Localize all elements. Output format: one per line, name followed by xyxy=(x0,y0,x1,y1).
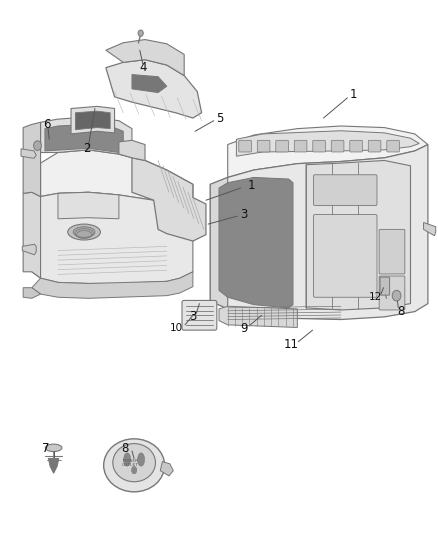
Polygon shape xyxy=(132,158,206,241)
Text: 9: 9 xyxy=(240,321,248,335)
FancyBboxPatch shape xyxy=(182,301,217,330)
Polygon shape xyxy=(306,160,410,310)
Circle shape xyxy=(392,290,401,301)
Text: 3: 3 xyxy=(189,310,197,324)
Text: 4: 4 xyxy=(139,61,147,74)
Polygon shape xyxy=(424,222,436,236)
Polygon shape xyxy=(45,124,123,152)
Ellipse shape xyxy=(104,439,165,492)
Polygon shape xyxy=(132,75,167,93)
FancyBboxPatch shape xyxy=(314,215,377,297)
Polygon shape xyxy=(75,111,110,130)
Polygon shape xyxy=(22,244,36,255)
Polygon shape xyxy=(119,140,145,160)
Ellipse shape xyxy=(46,444,62,451)
Text: 8: 8 xyxy=(397,304,405,318)
Text: 2: 2 xyxy=(83,142,90,155)
Polygon shape xyxy=(23,122,41,197)
Polygon shape xyxy=(219,306,297,327)
FancyBboxPatch shape xyxy=(380,277,390,295)
Polygon shape xyxy=(23,288,41,298)
FancyBboxPatch shape xyxy=(387,140,399,152)
Text: 5: 5 xyxy=(216,111,223,125)
Polygon shape xyxy=(41,117,132,158)
Polygon shape xyxy=(41,150,193,204)
FancyBboxPatch shape xyxy=(368,140,381,152)
Text: 3: 3 xyxy=(240,208,248,221)
FancyBboxPatch shape xyxy=(350,140,362,152)
Text: 8: 8 xyxy=(122,442,129,455)
FancyBboxPatch shape xyxy=(294,140,307,152)
Polygon shape xyxy=(219,177,293,308)
Ellipse shape xyxy=(138,453,145,466)
FancyBboxPatch shape xyxy=(313,140,325,152)
Polygon shape xyxy=(32,272,193,298)
FancyBboxPatch shape xyxy=(239,140,251,152)
Polygon shape xyxy=(210,177,228,309)
Polygon shape xyxy=(106,60,201,118)
Ellipse shape xyxy=(73,227,95,237)
FancyBboxPatch shape xyxy=(331,140,344,152)
Text: 6: 6 xyxy=(43,118,51,131)
Polygon shape xyxy=(223,183,284,302)
Ellipse shape xyxy=(124,453,131,466)
Polygon shape xyxy=(32,192,193,284)
Text: 7: 7 xyxy=(42,442,49,455)
Polygon shape xyxy=(160,462,173,476)
FancyBboxPatch shape xyxy=(257,140,270,152)
Ellipse shape xyxy=(131,466,137,474)
Polygon shape xyxy=(237,131,419,156)
Text: 10: 10 xyxy=(170,323,184,333)
Ellipse shape xyxy=(113,443,155,482)
Text: 1: 1 xyxy=(248,180,255,192)
FancyBboxPatch shape xyxy=(314,175,377,206)
Text: 11: 11 xyxy=(283,338,298,351)
Circle shape xyxy=(138,30,143,36)
FancyBboxPatch shape xyxy=(276,140,288,152)
Polygon shape xyxy=(210,144,428,319)
Ellipse shape xyxy=(68,224,100,240)
Polygon shape xyxy=(228,126,428,177)
Text: 1: 1 xyxy=(350,87,358,101)
FancyBboxPatch shape xyxy=(379,276,405,310)
Polygon shape xyxy=(21,149,36,158)
Text: POWER
OUTLET: POWER OUTLET xyxy=(122,458,139,467)
Polygon shape xyxy=(106,39,184,76)
FancyBboxPatch shape xyxy=(379,229,405,274)
Polygon shape xyxy=(71,107,115,134)
Polygon shape xyxy=(58,192,119,219)
Polygon shape xyxy=(23,192,41,278)
Circle shape xyxy=(34,141,42,150)
Polygon shape xyxy=(48,458,59,473)
Text: 12: 12 xyxy=(369,292,382,302)
